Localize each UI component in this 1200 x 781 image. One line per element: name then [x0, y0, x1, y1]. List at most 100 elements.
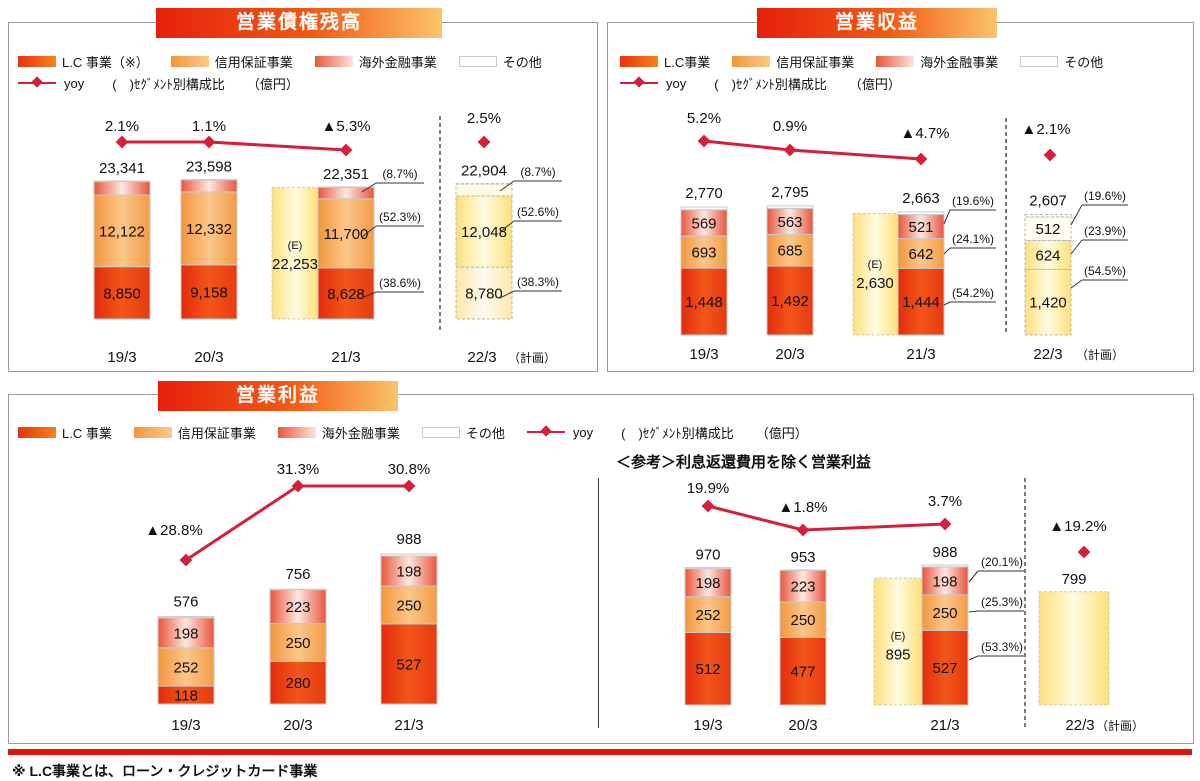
- legend-note: ( )ｾｸﾞﾒﾝﾄ別構成比: [714, 76, 827, 92]
- bar-segment-lc: [455, 266, 513, 320]
- yoy-label: 2.1%: [105, 118, 139, 135]
- composition-leader: [499, 290, 515, 299]
- estimate-label: (E): [868, 259, 883, 271]
- bar-segment-credit-guarantee: [1024, 240, 1072, 270]
- bar-segment-other: [684, 567, 732, 570]
- bar-value-label: 521: [908, 219, 933, 236]
- bar-segment-lc: [684, 631, 732, 706]
- yoy-label: ▲2.1%: [1021, 121, 1070, 138]
- bar-value-label: 12,332: [186, 221, 232, 238]
- composition-label: (52.6%): [517, 205, 559, 219]
- bar-segment-other: [766, 205, 814, 209]
- yoy-label: 19.9%: [687, 480, 730, 497]
- bar-value-label: 250: [285, 635, 310, 652]
- bar-segment-overseas: [380, 555, 438, 587]
- bar-value-label: 1,448: [685, 294, 723, 311]
- composition-leader: [1070, 239, 1083, 255]
- bar-segment-other: [680, 206, 728, 211]
- bar-value-label: 252: [695, 607, 720, 624]
- bar-value-label: 250: [790, 612, 815, 629]
- composition-leader: [968, 655, 979, 661]
- bar-value-label: 1,444: [902, 294, 940, 311]
- bar-value-label: 9,158: [190, 284, 228, 301]
- estimate-bar: [873, 577, 923, 706]
- legend-lc: L.C事業: [620, 50, 710, 72]
- bar-value-label: 693: [691, 245, 716, 262]
- composition-label: (54.5%): [1084, 264, 1126, 278]
- bar-value-label: 198: [932, 573, 957, 590]
- composition-leader: [1070, 204, 1083, 226]
- yoy-marker: [938, 517, 952, 531]
- composition-leader: [499, 180, 515, 192]
- legend-ov: 海外金融事業: [876, 50, 998, 72]
- bar-segment-credit-guarantee: [317, 198, 375, 269]
- bar-value-label: 1,420: [1029, 295, 1067, 312]
- composition-label: (38.3%): [517, 275, 559, 289]
- bar-segment-other: [380, 553, 438, 557]
- bar-segment-overseas: [455, 183, 513, 197]
- yoy-line: [703, 139, 922, 161]
- legend-ov: 海外金融事業: [277, 421, 400, 443]
- bar-segment-lc: [779, 636, 827, 706]
- bar-segment-lc: [766, 265, 814, 336]
- bar-value-label: 512: [1035, 221, 1060, 238]
- bar-segment-credit-guarantee: [157, 647, 215, 687]
- bar-value-label: 8,850: [103, 285, 141, 302]
- composition-label: (38.6%): [379, 276, 421, 290]
- footer-bar: [8, 749, 1192, 755]
- yoy-marker: [701, 499, 715, 513]
- bar-segment-other: [317, 186, 375, 188]
- yoy-label: 3.7%: [928, 493, 962, 510]
- total-label: 970: [695, 547, 720, 564]
- composition-leader: [499, 220, 515, 233]
- bar-value-label: 477: [790, 664, 815, 681]
- composition-leader: [968, 570, 979, 583]
- category-label: 22/3: [1065, 717, 1094, 734]
- total-label: 2,770: [685, 185, 723, 202]
- bar-segment-overseas: [779, 569, 827, 603]
- bar-value-label: 512: [695, 661, 720, 678]
- yoy-marker: [115, 135, 129, 149]
- yoy-label: 30.8%: [388, 461, 431, 478]
- category-label: 20/3: [775, 346, 804, 363]
- legend-note: ( )ｾｸﾞﾒﾝﾄ別構成比: [621, 425, 734, 441]
- bar-value-label: 527: [932, 660, 957, 677]
- bar-segment-credit-guarantee: [680, 235, 728, 269]
- legend-note: ( )ｾｸﾞﾒﾝﾄ別構成比: [112, 76, 225, 92]
- yoy-marker-plan: [477, 135, 491, 149]
- panel3-divider: [598, 478, 599, 728]
- estimate-value: 2,630: [856, 275, 894, 292]
- bar-segment-other: [1024, 214, 1072, 218]
- composition-label: (8.7%): [382, 167, 417, 181]
- total-label: 988: [396, 531, 421, 548]
- yoy-marker: [291, 479, 305, 493]
- bar-segment-other: [93, 180, 151, 183]
- bar-segment-credit-guarantee: [93, 194, 151, 268]
- total-label: 22,351: [323, 166, 369, 183]
- title-receivables: 営業債権残高: [156, 8, 442, 38]
- total-label: 988: [932, 544, 957, 561]
- category-label: 19/3: [689, 346, 718, 363]
- composition-leader: [943, 301, 951, 306]
- bar-value-label: 252: [173, 659, 198, 676]
- composition-leader: [361, 182, 377, 193]
- category-label: 21/3: [331, 349, 360, 366]
- legend-lc: L.C 事業: [18, 421, 112, 443]
- legend-yoy: yoy: [526, 421, 593, 443]
- yoy-line: [185, 484, 409, 562]
- yoy-line: [122, 140, 347, 152]
- legend-yoy: yoy: [18, 72, 84, 94]
- bar-segment-credit-guarantee: [455, 195, 513, 268]
- composition-label: (54.2%): [952, 286, 994, 300]
- bar-segment-other: [897, 211, 945, 216]
- bar-value-label: 569: [691, 215, 716, 232]
- yoy-label: ▲1.8%: [778, 499, 827, 516]
- bar-segment-credit-guarantee: [380, 585, 438, 625]
- bar-segment-overseas: [93, 181, 151, 196]
- composition-leader: [1070, 279, 1083, 289]
- yoy-label: 2.5%: [467, 110, 501, 127]
- yoy-label: 5.2%: [687, 110, 721, 127]
- composition-label: (53.3%): [981, 640, 1023, 654]
- composition-label: (8.7%): [520, 165, 555, 179]
